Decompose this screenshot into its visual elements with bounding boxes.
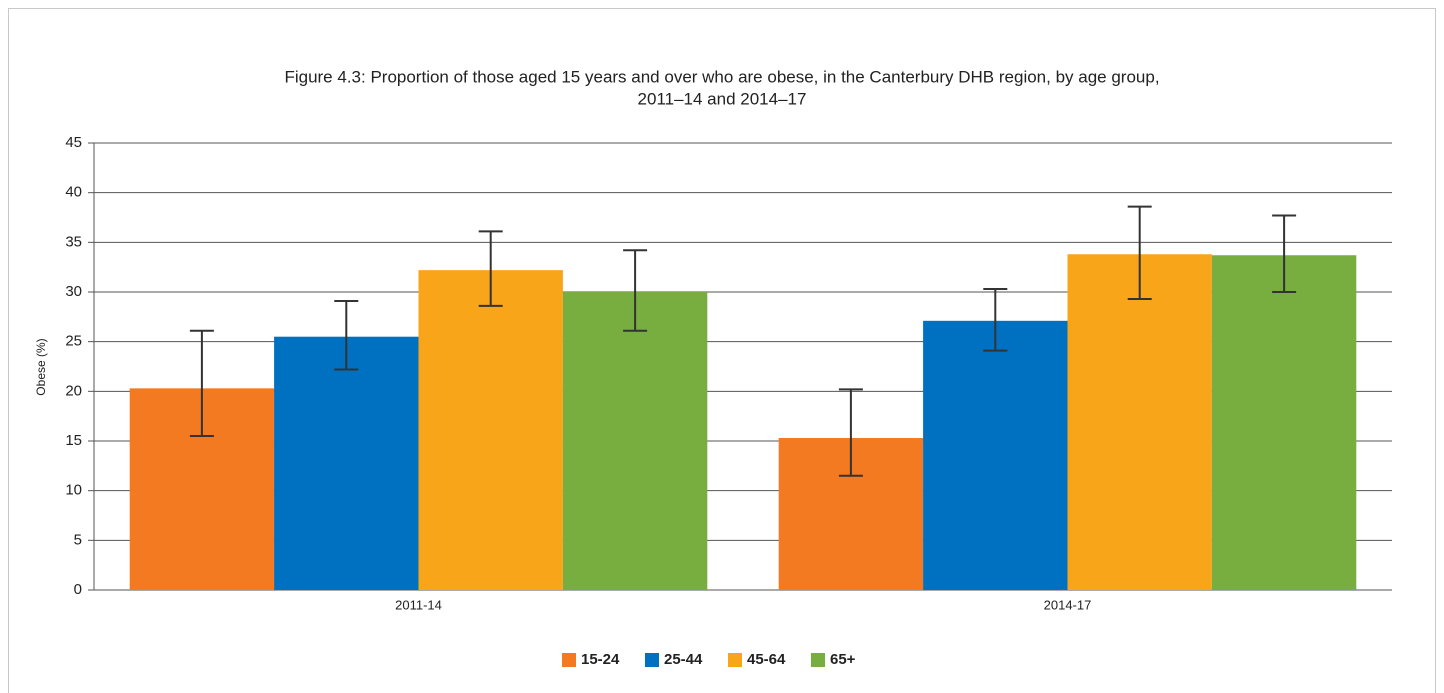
y-tick-label: 5 <box>74 531 82 548</box>
x-tick-label: 2014-17 <box>1044 597 1092 612</box>
chart-title: Figure 4.3: Proportion of those aged 15 … <box>284 67 1159 86</box>
legend-swatch <box>562 653 576 667</box>
y-tick-label: 30 <box>65 283 82 300</box>
legend-label: 15-24 <box>581 651 620 668</box>
legend-label: 25-44 <box>664 651 703 668</box>
error-bar <box>478 230 503 307</box>
bar <box>562 292 708 590</box>
error-bar <box>1272 214 1297 293</box>
y-tick-label: 10 <box>65 482 82 499</box>
y-tick-label: 35 <box>65 233 82 250</box>
bar <box>418 270 563 590</box>
y-tick-label: 40 <box>65 184 82 201</box>
x-tick-label: 2011-14 <box>395 597 442 612</box>
error-bar <box>838 388 863 477</box>
y-axis-label: Obese (%) <box>34 338 48 395</box>
bar <box>1211 255 1357 590</box>
legend-swatch <box>728 653 742 667</box>
y-tick-label: 20 <box>65 382 82 399</box>
error-bar <box>189 329 214 438</box>
legend-label: 65+ <box>830 651 856 668</box>
legend-label: 45-64 <box>747 651 786 668</box>
legend-swatch <box>811 653 825 667</box>
bar <box>1067 254 1212 590</box>
chart-title: 2011–14 and 2014–17 <box>638 89 807 108</box>
bar <box>923 320 1068 590</box>
y-tick-label: 25 <box>65 333 82 350</box>
y-tick-label: 15 <box>65 432 82 449</box>
error-bar <box>334 299 359 371</box>
error-bar <box>1127 205 1152 300</box>
y-tick-label: 45 <box>65 134 82 151</box>
error-bar <box>983 288 1008 352</box>
y-tick-label: 0 <box>74 581 82 598</box>
bar <box>274 336 419 590</box>
legend-swatch <box>645 653 659 667</box>
error-bar <box>623 249 648 332</box>
